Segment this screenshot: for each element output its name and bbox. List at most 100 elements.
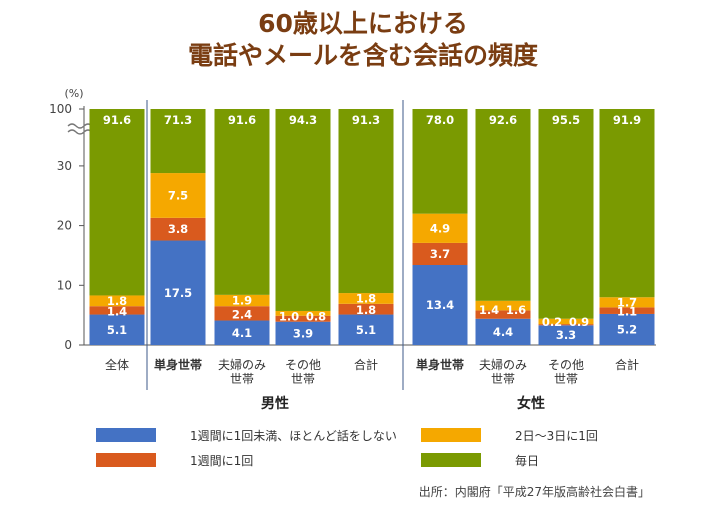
bar-segment (538, 109, 594, 319)
value-label: 1.0 (279, 309, 299, 323)
x-category-label: 世帯 (230, 372, 254, 386)
legend-label: 毎日 (515, 453, 539, 468)
bar-segment (599, 307, 655, 314)
legend-swatch (96, 428, 156, 442)
value-label: 4.4 (493, 325, 513, 339)
value-label: 91.6 (103, 113, 131, 127)
value-label: 1.8 (356, 303, 376, 317)
bar-stack (89, 109, 145, 345)
y-tick-label: 10 (57, 278, 72, 292)
bar-segment (275, 310, 331, 316)
bar-segment (412, 242, 468, 266)
bar-segment (475, 109, 531, 301)
value-label: 1.8 (356, 291, 376, 305)
source-note: 出所：内閣府「平成27年版高齢社会白書」 (419, 484, 650, 499)
value-label: 1.6 (506, 303, 526, 317)
x-category-label: 世帯 (491, 372, 515, 386)
plot-area: 010203010091.65.11.41.871.317.53.87.591.… (49, 100, 656, 412)
bar-segment (214, 320, 270, 345)
legend-item: 2日～3日に1回 (421, 428, 598, 443)
bar-segment (538, 318, 594, 325)
bar-segment (275, 109, 331, 311)
x-category-label: 単身世帯 (154, 357, 202, 372)
value-label: 17.5 (164, 286, 192, 300)
value-label: 5.2 (617, 322, 637, 336)
value-label: 71.3 (164, 113, 192, 127)
bar-segment (475, 300, 531, 311)
bar-segment (599, 313, 655, 345)
group-label-female: 女性 (517, 395, 545, 412)
y-unit-label: (%) (64, 87, 83, 100)
bar-stack (338, 109, 394, 345)
bar-stack (538, 109, 594, 345)
value-label: 1.1 (617, 305, 637, 319)
value-label: 1.7 (617, 295, 637, 309)
bar-segment (214, 306, 270, 321)
chart-title-line1: 60歳以上における (258, 9, 468, 38)
chart-title-line2: 電話やメールを含む会話の頻度 (188, 41, 538, 70)
value-label: 0.2 (542, 315, 562, 329)
legend-label: 1週間に1回 (190, 454, 253, 468)
value-label: 95.5 (552, 113, 580, 127)
legend-label: 1週間に1回未満、ほとんど話をしない (190, 428, 397, 443)
bar-segment (599, 297, 655, 308)
legend: 1週間に1回未満、ほとんど話をしない 2日～3日に1回 1週間に1回 毎日 (96, 428, 598, 468)
legend-swatch (421, 453, 481, 467)
bar-segment (412, 213, 468, 243)
bar-segment (89, 109, 145, 296)
bar-segment (538, 324, 594, 326)
x-category-label: 単身世帯 (416, 357, 464, 372)
value-label: 1.9 (232, 294, 252, 308)
legend-item: 1週間に1回未満、ほとんど話をしない (96, 428, 397, 443)
x-category-label: その他 (548, 358, 584, 372)
x-category-label: 全体 (105, 357, 129, 372)
bar-segment (412, 109, 468, 214)
value-label: 94.3 (289, 113, 317, 127)
value-label: 3.3 (556, 328, 576, 342)
bar-segment (150, 109, 206, 174)
value-label: 0.9 (569, 315, 589, 329)
x-category-label: 夫婦のみ (479, 357, 527, 372)
bar-segment (599, 109, 655, 298)
bar-segment (89, 306, 145, 315)
value-label: 4.9 (430, 221, 450, 235)
value-label: 4.1 (232, 326, 252, 340)
x-category-label: 世帯 (291, 372, 315, 386)
y-tick-label: 30 (57, 159, 72, 173)
group-label-male: 男性 (261, 395, 289, 412)
legend-swatch (421, 428, 481, 442)
bar-segment (275, 321, 331, 345)
value-label: 3.8 (168, 222, 188, 236)
bar-segment (538, 325, 594, 345)
value-label: 92.6 (489, 113, 517, 127)
axis-break-mark (67, 129, 93, 135)
bar-segment (89, 314, 145, 345)
legend-swatch (96, 453, 156, 467)
value-label: 78.0 (426, 113, 454, 127)
value-label: 5.1 (107, 323, 127, 337)
bar-segment (338, 293, 394, 304)
value-label: 91.9 (613, 113, 641, 127)
x-category-label: 合計 (354, 357, 378, 372)
bar-stack (275, 109, 331, 345)
bar-segment (338, 303, 394, 315)
bar-segment (150, 173, 206, 218)
x-category-label: その他 (285, 358, 321, 372)
bar-segment (338, 109, 394, 294)
value-label: 91.3 (352, 113, 380, 127)
value-label: 3.9 (293, 326, 313, 340)
bar-stack (150, 109, 206, 345)
bar-segment (214, 109, 270, 295)
title: 60歳以上における 電話やメールを含む会話の頻度 (188, 9, 538, 70)
y-tick-label: 20 (57, 219, 72, 233)
y-tick-label: 0 (64, 338, 72, 352)
x-category-label: 世帯 (554, 372, 578, 386)
value-label: 0.8 (306, 309, 326, 323)
value-label: 3.7 (430, 247, 450, 261)
value-label: 7.5 (168, 188, 188, 202)
legend-label: 2日～3日に1回 (515, 429, 598, 443)
bar-segment (412, 265, 468, 345)
bar-segment (150, 217, 206, 241)
value-label: 5.1 (356, 323, 376, 337)
